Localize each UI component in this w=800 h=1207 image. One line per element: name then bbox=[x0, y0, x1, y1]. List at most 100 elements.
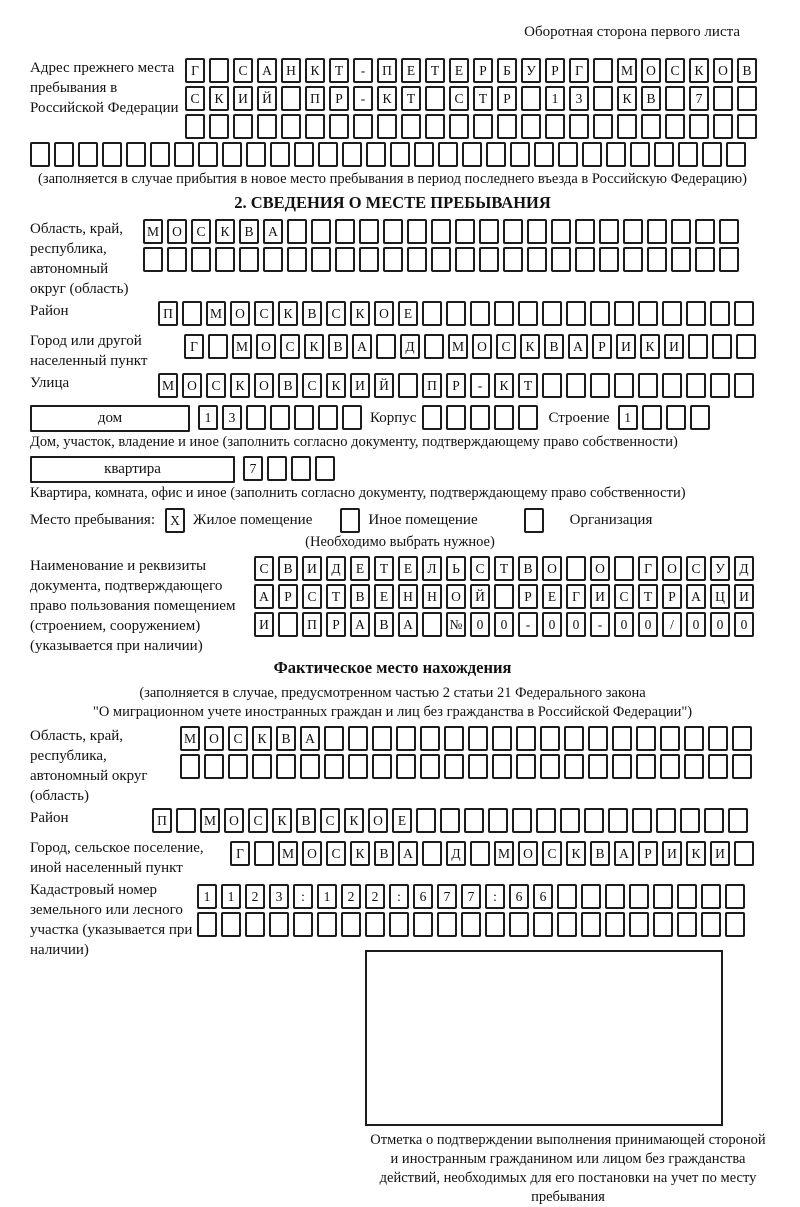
char-cell bbox=[215, 247, 235, 272]
char-cell bbox=[492, 726, 512, 751]
char-cell: Е bbox=[398, 301, 418, 326]
char-cell bbox=[462, 142, 482, 167]
char-cell bbox=[732, 754, 752, 779]
char-cell: С bbox=[228, 726, 248, 751]
char-cell: Т bbox=[329, 58, 349, 83]
char-cell bbox=[335, 219, 355, 244]
char-cell bbox=[623, 247, 643, 272]
char-cell bbox=[569, 114, 589, 139]
char-cell bbox=[276, 754, 296, 779]
char-cell: Р bbox=[638, 841, 658, 866]
char-cell bbox=[593, 114, 613, 139]
char-cell: Р bbox=[497, 86, 517, 111]
char-cell bbox=[582, 142, 602, 167]
char-cell bbox=[647, 247, 667, 272]
char-cell bbox=[654, 142, 674, 167]
char-cell: 6 bbox=[413, 884, 433, 909]
char-cell bbox=[494, 405, 515, 430]
char-cell: К bbox=[305, 58, 325, 83]
region-label: Область, край, республика, автономный ок… bbox=[30, 221, 129, 297]
char-cell bbox=[278, 612, 298, 637]
char-cell: Д bbox=[400, 334, 420, 359]
char-cell bbox=[678, 142, 698, 167]
char-cell: С bbox=[470, 556, 490, 581]
char-cell: В bbox=[374, 612, 394, 637]
char-cell bbox=[516, 754, 536, 779]
char-cell bbox=[383, 247, 403, 272]
char-cell bbox=[311, 247, 331, 272]
stay-type-row: Место пребывания: X Жилое помещение Иное… bbox=[30, 508, 755, 533]
char-cell bbox=[182, 301, 202, 326]
char-cell bbox=[629, 912, 649, 937]
char-cell bbox=[545, 114, 565, 139]
char-cell: О bbox=[230, 301, 250, 326]
char-cell bbox=[359, 219, 379, 244]
char-cell: А bbox=[350, 612, 370, 637]
char-cell bbox=[606, 142, 626, 167]
char-cell bbox=[494, 584, 514, 609]
char-cell: К bbox=[344, 808, 364, 833]
char-cell bbox=[174, 142, 194, 167]
char-cell bbox=[713, 114, 733, 139]
char-cell bbox=[677, 884, 697, 909]
char-cell bbox=[257, 114, 277, 139]
char-cell bbox=[287, 219, 307, 244]
char-cell bbox=[294, 142, 314, 167]
char-cell: В bbox=[239, 219, 259, 244]
char-cell bbox=[647, 219, 667, 244]
char-cell: Р bbox=[518, 584, 538, 609]
char-cell: 2 bbox=[341, 884, 361, 909]
char-cell: С bbox=[185, 86, 205, 111]
char-cell bbox=[605, 884, 625, 909]
house-row: дом 1 3 Корпус Строение 1 bbox=[30, 405, 755, 433]
char-cell bbox=[653, 884, 673, 909]
char-cell bbox=[407, 219, 427, 244]
char-cell: 0 bbox=[686, 612, 706, 637]
char-cell bbox=[590, 301, 610, 326]
char-cell bbox=[407, 247, 427, 272]
korpus-cells bbox=[422, 405, 542, 430]
house-note: Дом, участок, владение и иное (заполнить… bbox=[30, 434, 678, 450]
char-cell bbox=[558, 142, 578, 167]
char-cell: О bbox=[641, 58, 661, 83]
char-cell bbox=[221, 912, 241, 937]
char-cell bbox=[318, 405, 338, 430]
char-cell bbox=[662, 301, 682, 326]
prev-address-label: Адрес прежнего места пребывания в Россий… bbox=[30, 60, 179, 116]
char-cell: 6 bbox=[509, 884, 529, 909]
char-cell bbox=[366, 142, 386, 167]
char-cell: Г bbox=[185, 58, 205, 83]
char-cell bbox=[318, 142, 338, 167]
char-cell: Т bbox=[401, 86, 421, 111]
char-cell: М bbox=[200, 808, 220, 833]
char-cell: Н bbox=[281, 58, 301, 83]
actual-location-note-1: (заполняется в случае, предусмотренном ч… bbox=[139, 685, 646, 701]
char-cell bbox=[492, 754, 512, 779]
char-cell bbox=[455, 247, 475, 272]
char-cell: 2 bbox=[365, 884, 385, 909]
char-cell: М bbox=[617, 58, 637, 83]
char-cell: 0 bbox=[494, 612, 514, 637]
actual-region-group: Область, край, республика, автономный ок… bbox=[30, 726, 755, 808]
char-cell bbox=[305, 114, 325, 139]
char-cell bbox=[566, 301, 586, 326]
char-cell: Г bbox=[566, 584, 586, 609]
char-cell: Й bbox=[374, 373, 394, 398]
street-label: Улица bbox=[30, 375, 70, 391]
char-cell bbox=[78, 142, 98, 167]
char-cell bbox=[252, 754, 272, 779]
char-cell bbox=[372, 726, 392, 751]
char-cell: 0 bbox=[734, 612, 754, 637]
char-cell: С bbox=[233, 58, 253, 83]
char-cell: Е bbox=[392, 808, 412, 833]
header-note: Оборотная сторона первого листа bbox=[524, 24, 740, 40]
document-row-3: И П Р А В А № 0 0-0 0-0 0/0 0 0 bbox=[254, 612, 758, 637]
char-cell: И bbox=[734, 584, 754, 609]
char-cell bbox=[518, 405, 539, 430]
char-cell bbox=[710, 373, 730, 398]
char-cell bbox=[486, 142, 506, 167]
